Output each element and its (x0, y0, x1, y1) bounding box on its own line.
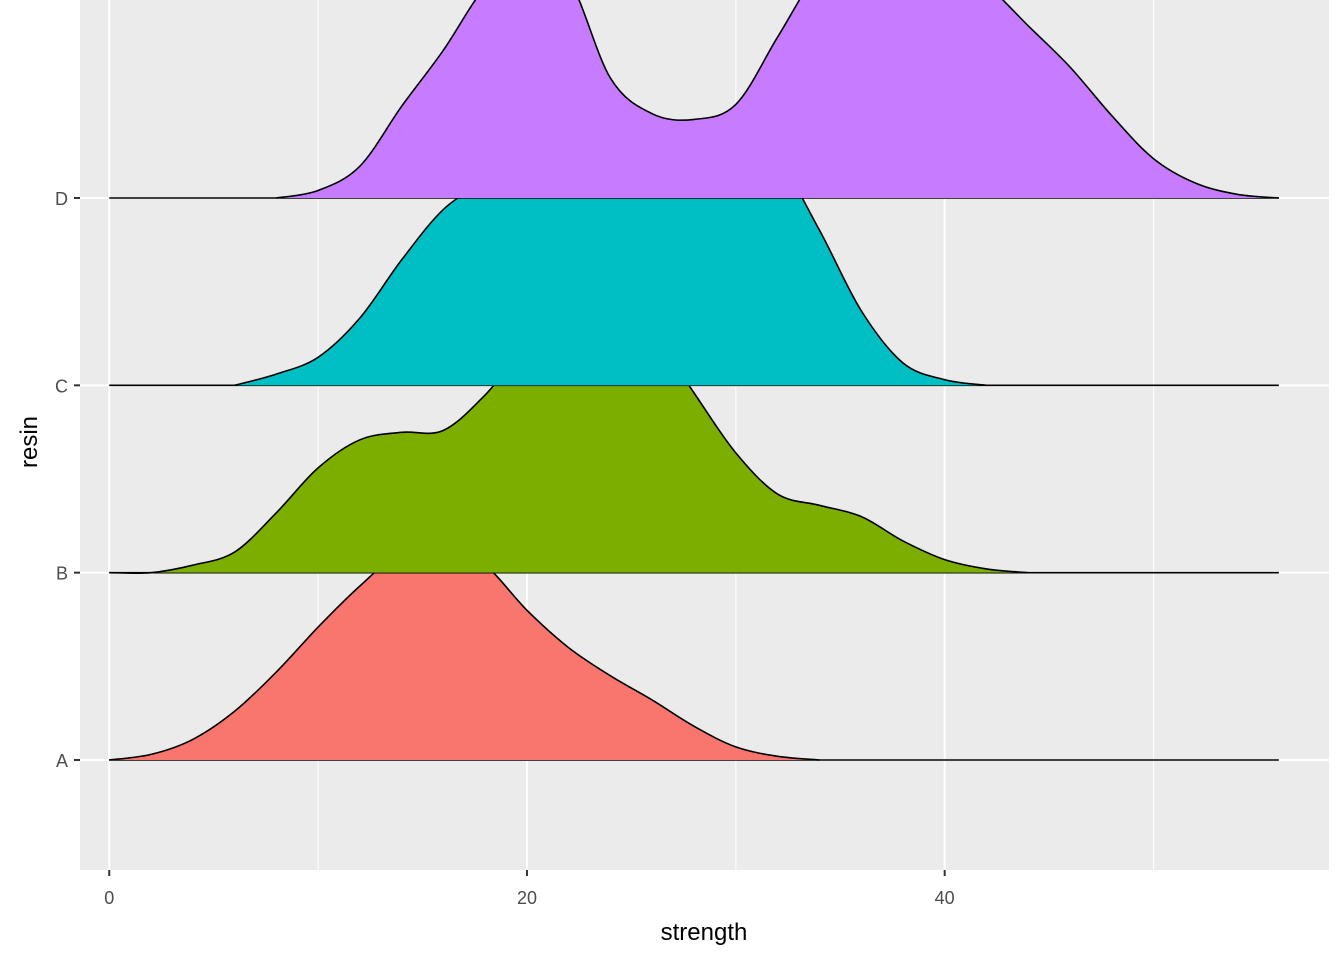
density-area (276, 0, 1279, 198)
y-axis-title: resin (16, 416, 43, 468)
y-tick-label: B (56, 564, 68, 584)
ridge-d (109, 0, 1279, 199)
density-area (109, 545, 820, 760)
y-tick-label: D (55, 189, 68, 209)
y-tick-label: A (56, 751, 68, 771)
ridges (109, 0, 1279, 761)
x-tick-label: 0 (104, 888, 114, 908)
axes: 0 20 40 A B C D (55, 189, 955, 908)
x-tick-label: 20 (517, 888, 537, 908)
x-axis-title: strength (661, 919, 748, 946)
density-area (109, 296, 1029, 574)
y-tick-label: C (55, 376, 68, 396)
density-area (234, 121, 987, 386)
density-outline (276, 0, 1279, 199)
x-tick-label: 40 (935, 888, 955, 908)
